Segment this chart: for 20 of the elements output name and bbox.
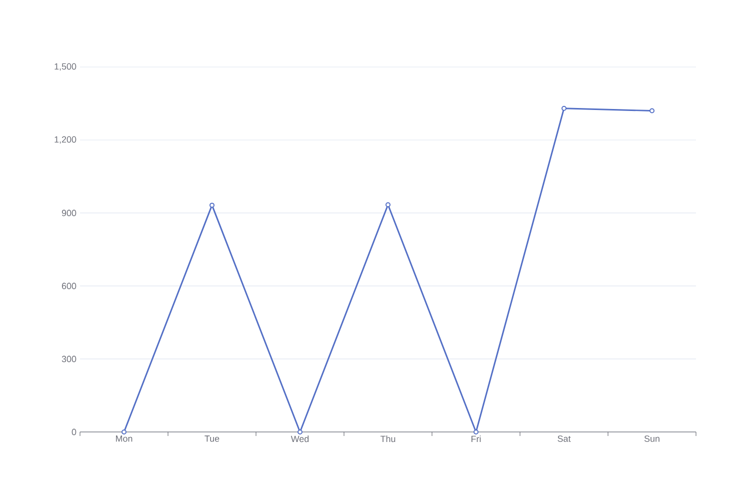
y-tick-label: 1,500 <box>54 63 76 71</box>
point <box>650 108 654 114</box>
x-tick-label: Mon <box>116 436 132 442</box>
point <box>562 106 567 111</box>
point <box>386 202 391 208</box>
y-tick-label: 600 <box>62 282 76 290</box>
point <box>210 202 215 208</box>
y-tick-label: 900 <box>62 210 76 216</box>
x-tick-label: Sat <box>558 436 571 442</box>
y-tick-label: 0 <box>72 428 76 436</box>
point <box>122 429 127 434</box>
y-tick-label: 300 <box>62 356 76 362</box>
x-tick-label: Fri <box>472 436 481 442</box>
point <box>474 429 479 434</box>
x-tick-label: Sun <box>644 436 660 442</box>
point <box>298 429 303 434</box>
x-tick-label: Thu <box>380 436 396 442</box>
x-tick-label: Wed <box>290 436 309 442</box>
y-tick-label: 1,200 <box>54 136 76 144</box>
x-tick-label: Tue <box>204 436 220 442</box>
